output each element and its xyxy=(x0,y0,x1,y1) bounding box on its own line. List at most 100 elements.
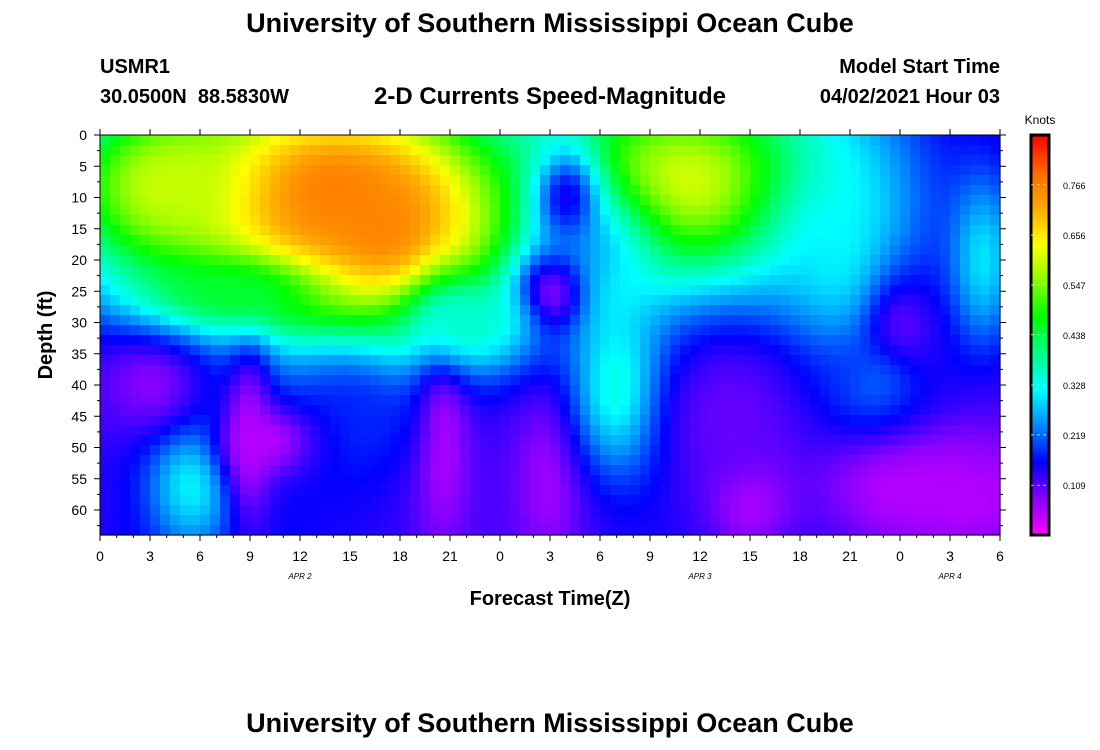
heatmap-cell xyxy=(460,325,471,336)
heatmap-cell xyxy=(490,465,501,476)
heatmap-cell xyxy=(110,175,121,186)
heatmap-cell xyxy=(180,325,191,336)
heatmap-cell xyxy=(750,255,761,266)
heatmap-cell xyxy=(580,455,591,466)
heatmap-cell xyxy=(930,355,941,366)
heatmap-cell xyxy=(930,165,941,176)
heatmap-cell xyxy=(660,505,671,516)
heatmap-cell xyxy=(820,245,831,256)
heatmap-cell xyxy=(120,385,131,396)
heatmap-cell xyxy=(230,195,241,206)
heatmap-cell xyxy=(520,225,531,236)
heatmap-cell xyxy=(140,345,151,356)
heatmap-cell xyxy=(250,395,261,406)
heatmap-cell xyxy=(250,315,261,326)
heatmap-cell xyxy=(820,265,831,276)
heatmap-cell xyxy=(350,315,361,326)
heatmap-cell xyxy=(240,275,251,286)
heatmap-cell xyxy=(390,405,401,416)
heatmap-cell xyxy=(540,165,551,176)
heatmap-cell xyxy=(430,255,441,266)
heatmap-cell xyxy=(300,255,311,266)
heatmap-cell xyxy=(510,385,521,396)
heatmap-cell xyxy=(520,375,531,386)
heatmap-cell xyxy=(230,305,241,316)
heatmap-cell xyxy=(850,485,861,496)
heatmap-cell xyxy=(130,395,141,406)
heatmap-cell xyxy=(660,405,671,416)
heatmap-cell xyxy=(680,155,691,166)
heatmap-cell xyxy=(710,155,721,166)
heatmap-cell xyxy=(560,185,571,196)
heatmap-cell xyxy=(170,285,181,296)
heatmap-cell xyxy=(790,415,801,426)
heatmap-cell xyxy=(290,375,301,386)
heatmap-cell xyxy=(320,385,331,396)
heatmap-cell xyxy=(760,375,771,386)
heatmap-cell xyxy=(660,315,671,326)
heatmap-cell xyxy=(910,135,921,146)
heatmap-cell xyxy=(220,365,231,376)
heatmap-cell xyxy=(550,345,561,356)
heatmap-cell xyxy=(800,355,811,366)
heatmap-cell xyxy=(440,375,451,386)
heatmap-cell xyxy=(620,305,631,316)
heatmap-cell xyxy=(920,425,931,436)
heatmap-cell xyxy=(720,335,731,346)
heatmap-cell xyxy=(830,195,841,206)
heatmap-cell xyxy=(450,325,461,336)
heatmap-cell xyxy=(710,375,721,386)
heatmap-cell xyxy=(600,465,611,476)
heatmap-cell xyxy=(870,305,881,316)
heatmap-cell xyxy=(970,475,981,486)
heatmap-cell xyxy=(390,225,401,236)
heatmap-cell xyxy=(710,445,721,456)
heatmap-cell xyxy=(390,155,401,166)
heatmap-cell xyxy=(350,275,361,286)
heatmap-cell xyxy=(230,345,241,356)
heatmap-cell xyxy=(960,335,971,346)
heatmap-cell xyxy=(440,395,451,406)
heatmap-cell xyxy=(510,305,521,316)
heatmap-cell xyxy=(180,205,191,216)
heatmap-cell xyxy=(860,285,871,296)
heatmap-cell xyxy=(440,135,451,146)
heatmap-cell xyxy=(310,445,321,456)
heatmap-cell xyxy=(460,415,471,426)
heatmap-cell xyxy=(390,235,401,246)
heatmap-cell xyxy=(280,225,291,236)
heatmap-cell xyxy=(800,175,811,186)
heatmap-cell xyxy=(170,245,181,256)
heatmap-cell xyxy=(340,155,351,166)
heatmap-cell xyxy=(420,275,431,286)
heatmap-cell xyxy=(810,475,821,486)
heatmap-cell xyxy=(980,425,991,436)
heatmap-cell xyxy=(240,385,251,396)
heatmap-cell xyxy=(890,175,901,186)
heatmap-cell xyxy=(120,155,131,166)
heatmap-cell xyxy=(410,245,421,256)
heatmap-cell xyxy=(180,405,191,416)
heatmap-cell xyxy=(360,515,371,526)
heatmap-cell xyxy=(560,345,571,356)
heatmap-cell xyxy=(660,165,671,176)
heatmap-cell xyxy=(230,475,241,486)
heatmap-cell xyxy=(650,525,661,536)
heatmap-cell xyxy=(190,395,201,406)
heatmap-cell xyxy=(420,205,431,216)
heatmap-cell xyxy=(550,485,561,496)
heatmap-cell xyxy=(340,285,351,296)
heatmap-cell xyxy=(500,415,511,426)
heatmap-cell xyxy=(950,135,961,146)
heatmap-cell xyxy=(150,235,161,246)
heatmap-cell xyxy=(820,335,831,346)
heatmap-cell xyxy=(950,515,961,526)
heatmap-cell xyxy=(920,195,931,206)
heatmap-cell xyxy=(880,205,891,216)
heatmap-cell xyxy=(950,365,961,376)
heatmap-cell xyxy=(340,205,351,216)
heatmap-cell xyxy=(180,435,191,446)
heatmap-cell xyxy=(220,405,231,416)
heatmap-cell xyxy=(410,295,421,306)
heatmap-cell xyxy=(240,205,251,216)
